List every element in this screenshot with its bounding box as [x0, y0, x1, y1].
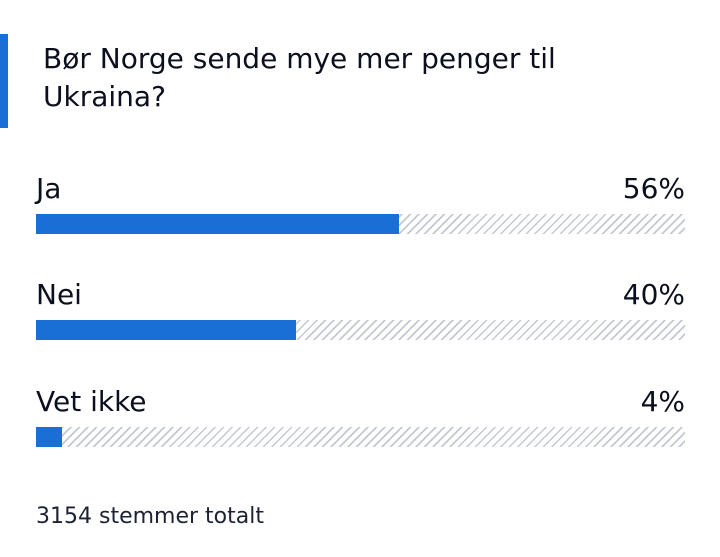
- result-bar-fill: [36, 320, 296, 340]
- poll-option-vet-ikke[interactable]: Vet ikke 4%: [36, 385, 685, 455]
- option-label: Ja: [36, 172, 62, 205]
- poll-question: Bør Norge sende mye mer penger til Ukrai…: [43, 42, 556, 113]
- option-percent: 40%: [622, 278, 685, 311]
- option-label: Nei: [36, 278, 82, 311]
- result-bar-track: [36, 214, 685, 234]
- poll-option-ja[interactable]: Ja 56%: [36, 172, 685, 242]
- result-bar-fill: [36, 214, 400, 234]
- option-label: Vet ikke: [36, 385, 147, 418]
- result-bar-track: [36, 427, 685, 447]
- poll-option-nei[interactable]: Nei 40%: [36, 278, 685, 348]
- option-percent: 4%: [640, 385, 685, 418]
- result-bar-fill: [36, 427, 62, 447]
- result-bar-track: [36, 320, 685, 340]
- question-accent-bar: [0, 34, 8, 128]
- option-percent: 56%: [622, 172, 685, 205]
- total-votes: 3154 stemmer totalt: [36, 504, 264, 529]
